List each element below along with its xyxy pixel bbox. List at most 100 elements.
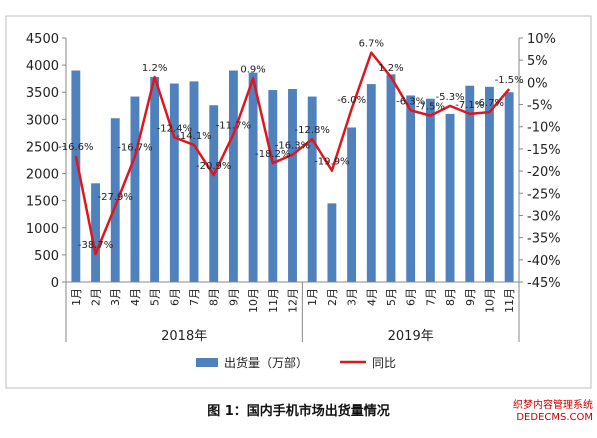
- category-label: 1月: [70, 288, 83, 306]
- bar-12: [288, 88, 297, 282]
- bar-15: [347, 127, 357, 282]
- left-tick-label: 4500: [26, 32, 59, 47]
- legend-bar-label: 出货量（万部）: [224, 355, 308, 370]
- bar-14: [327, 203, 337, 282]
- left-tick-label: 2500: [26, 140, 59, 155]
- right-tick-label: -20%: [527, 165, 561, 180]
- category-label: 6月: [405, 288, 418, 306]
- yoy-data-label: -12.8%: [295, 125, 330, 136]
- category-label: 7月: [188, 288, 201, 306]
- watermark-text: 织梦内容管理系统 DEDECMS.COM: [513, 400, 593, 423]
- yoy-line: [74, 51, 511, 256]
- yoy-data-label: -1.5%: [495, 75, 524, 86]
- legend-line-label: 同比: [372, 356, 396, 370]
- category-label: 3月: [346, 288, 359, 306]
- right-tick-label: -45%: [527, 276, 561, 291]
- left-tick-label: 1500: [26, 195, 59, 210]
- category-label: 10月: [483, 288, 496, 313]
- bar-8: [209, 105, 219, 282]
- category-label: 2月: [326, 288, 339, 306]
- left-tick-label: 500: [34, 249, 59, 264]
- category-label: 11月: [503, 288, 516, 313]
- yoy-data-label: -19.9%: [314, 157, 349, 168]
- yoy-data-label: -6.0%: [337, 95, 366, 106]
- yoy-data-label: 1.2%: [378, 63, 403, 74]
- right-tick-label: -5%: [527, 99, 552, 114]
- bar-7: [189, 81, 199, 282]
- category-label: 5月: [385, 288, 398, 306]
- bar-2: [91, 183, 100, 282]
- right-tick-label: 5%: [527, 54, 548, 69]
- yoy-data-label: -6.7%: [475, 98, 504, 109]
- category-label: 11月: [267, 288, 280, 313]
- yoy-data-label: 6.7%: [359, 39, 384, 50]
- yoy-data-label: -16.7%: [117, 142, 152, 153]
- category-label: 3月: [109, 288, 122, 306]
- yoy-data-label: 0.9%: [240, 64, 265, 75]
- category-label: 7月: [424, 288, 437, 306]
- bar-13: [307, 96, 317, 282]
- left-tick-label: 1000: [26, 222, 59, 237]
- category-label: 5月: [149, 288, 162, 306]
- category-label: 8月: [444, 288, 457, 306]
- yoy-data-label: 1.2%: [142, 63, 167, 74]
- category-label: 10月: [247, 288, 260, 313]
- right-tick-label: -15%: [527, 143, 561, 158]
- category-label: 2月: [90, 288, 103, 306]
- bar-10: [248, 72, 258, 282]
- right-tick-label: 0%: [527, 76, 548, 91]
- right-tick-label: -25%: [527, 187, 561, 202]
- bar-20: [445, 113, 455, 283]
- right-tick-label: 10%: [527, 32, 556, 47]
- left-tick-label: 3000: [26, 113, 59, 128]
- yoy-data-label: -6.3%: [396, 96, 425, 107]
- bar-6: [169, 83, 179, 283]
- right-tick-label: -40%: [527, 254, 561, 269]
- right-tick-label: -10%: [527, 121, 561, 136]
- chart-border: [5, 15, 592, 389]
- yoy-data-label: -38.7%: [78, 240, 113, 251]
- yoy-data-label: -14.1%: [176, 131, 211, 142]
- category-label: 9月: [464, 288, 477, 306]
- category-label: 8月: [208, 288, 221, 306]
- yoy-data-label: -20.9%: [196, 161, 231, 172]
- yoy-data-label: -27.9%: [98, 192, 133, 203]
- bar-17: [386, 74, 396, 282]
- category-label: 1月: [306, 288, 319, 306]
- bar-18: [406, 95, 416, 282]
- category-label: 4月: [129, 288, 142, 306]
- legend-bar-swatch: [196, 358, 218, 367]
- bar-4: [130, 96, 140, 282]
- bar-9: [228, 70, 238, 283]
- right-tick-label: -30%: [527, 209, 561, 224]
- yoy-data-label: -16.3%: [275, 141, 310, 152]
- category-label: 12月: [287, 288, 300, 313]
- bar-3: [110, 118, 120, 282]
- left-tick-label: 4000: [26, 59, 59, 74]
- yoy-data-label: -12.4%: [157, 123, 192, 134]
- year-label: 2018年: [161, 329, 207, 344]
- bar-1: [71, 70, 81, 283]
- category-label: 4月: [365, 288, 378, 306]
- bar-23: [504, 92, 514, 282]
- year-label: 2019年: [388, 329, 434, 344]
- chart-title: 图 1：国内手机市场出货量情况: [207, 404, 390, 419]
- yoy-data-label: -11.7%: [216, 120, 251, 131]
- bar-22: [485, 86, 494, 282]
- bar-5: [150, 77, 160, 282]
- yoy-data-label: -18.2%: [255, 149, 290, 160]
- yoy-data-label: -5.3%: [436, 92, 465, 103]
- category-label: 9月: [227, 288, 240, 306]
- category-label: 6月: [168, 288, 181, 306]
- left-tick-label: 0: [51, 276, 59, 291]
- yoy-data-label: -16.6%: [58, 142, 93, 153]
- right-tick-label: -35%: [527, 232, 561, 247]
- bar-11: [268, 90, 278, 282]
- left-tick-label: 3500: [26, 86, 59, 101]
- yoy-data-label: -7.5%: [416, 102, 445, 113]
- bar-21: [465, 85, 475, 283]
- yoy-data-label: -7.1%: [455, 100, 484, 111]
- left-tick-label: 2000: [26, 168, 59, 183]
